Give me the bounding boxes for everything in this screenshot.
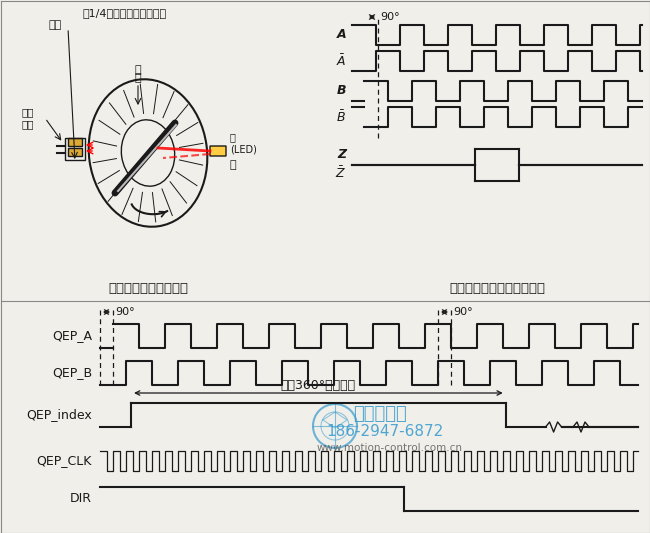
Text: 90°: 90° [453,307,473,317]
Text: QEP_CLK: QEP_CLK [36,455,92,467]
Text: 按1/4光栅距离分布的光传: 按1/4光栅距离分布的光传 [83,8,167,18]
Text: QEP_index: QEP_index [26,408,92,422]
Text: $\bar{A}$: $\bar{A}$ [335,53,346,69]
Text: 源: 源 [230,160,237,170]
Text: A: A [337,28,346,42]
Bar [68,138,82,146]
Text: 西安德伍拓: 西安德伍拓 [353,405,407,423]
Text: 90°: 90° [115,307,135,317]
Text: QEP_A: QEP_A [52,329,92,343]
Text: 感器: 感器 [48,20,62,30]
Text: B: B [337,85,346,98]
Text: $\bar{Z}$: $\bar{Z}$ [335,165,346,181]
Bar [65,138,85,160]
Text: 一圈360°机械角度: 一圈360°机械角度 [281,379,356,392]
Text: 光
(LED): 光 (LED) [230,132,257,154]
Text: 光传
感器: 光传 感器 [21,107,34,129]
Text: 增量式光电编码器输出信号: 增量式光电编码器输出信号 [449,282,545,295]
Text: 栅: 栅 [135,73,141,83]
Text: Z: Z [337,149,346,161]
Text: 增量式光电编码器原理: 增量式光电编码器原理 [108,282,188,295]
Text: 光: 光 [135,65,141,75]
Bar [68,148,82,156]
Text: 90°: 90° [380,12,400,22]
Text: www.motion-control.com.cn: www.motion-control.com.cn [317,443,463,453]
Text: DIR: DIR [70,492,92,505]
FancyBboxPatch shape [210,146,226,156]
Text: 186-2947-6872: 186-2947-6872 [326,424,443,439]
Text: QEP_B: QEP_B [52,367,92,379]
Text: $\bar{B}$: $\bar{B}$ [336,109,346,125]
